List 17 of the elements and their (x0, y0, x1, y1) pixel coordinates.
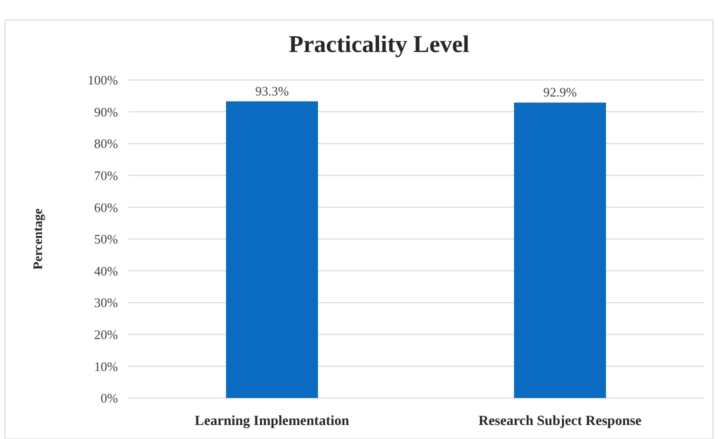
data-label: 92.9% (543, 84, 577, 100)
x-tick-label: Research Subject Response (478, 414, 642, 429)
y-tick-label: 50% (94, 232, 118, 247)
y-tick-label: 10% (94, 358, 118, 374)
y-axis-title: Percentage (30, 208, 45, 270)
chart-title: Practicality Level (288, 32, 470, 58)
x-tick-label: Learning Implementation (194, 414, 350, 429)
y-tick-label: 40% (94, 263, 118, 278)
y-tick-label: 60% (94, 200, 118, 215)
y-tick-label: 70% (94, 168, 118, 183)
y-tick-label: 80% (94, 136, 118, 152)
data-label: 93.3% (255, 83, 289, 98)
y-tick-label: 20% (94, 326, 118, 342)
y-tick-label: 30% (94, 295, 118, 310)
y-tick-label: 90% (94, 104, 118, 120)
y-tick-label: 0% (100, 390, 118, 406)
y-tick-label: 100% (88, 72, 118, 88)
